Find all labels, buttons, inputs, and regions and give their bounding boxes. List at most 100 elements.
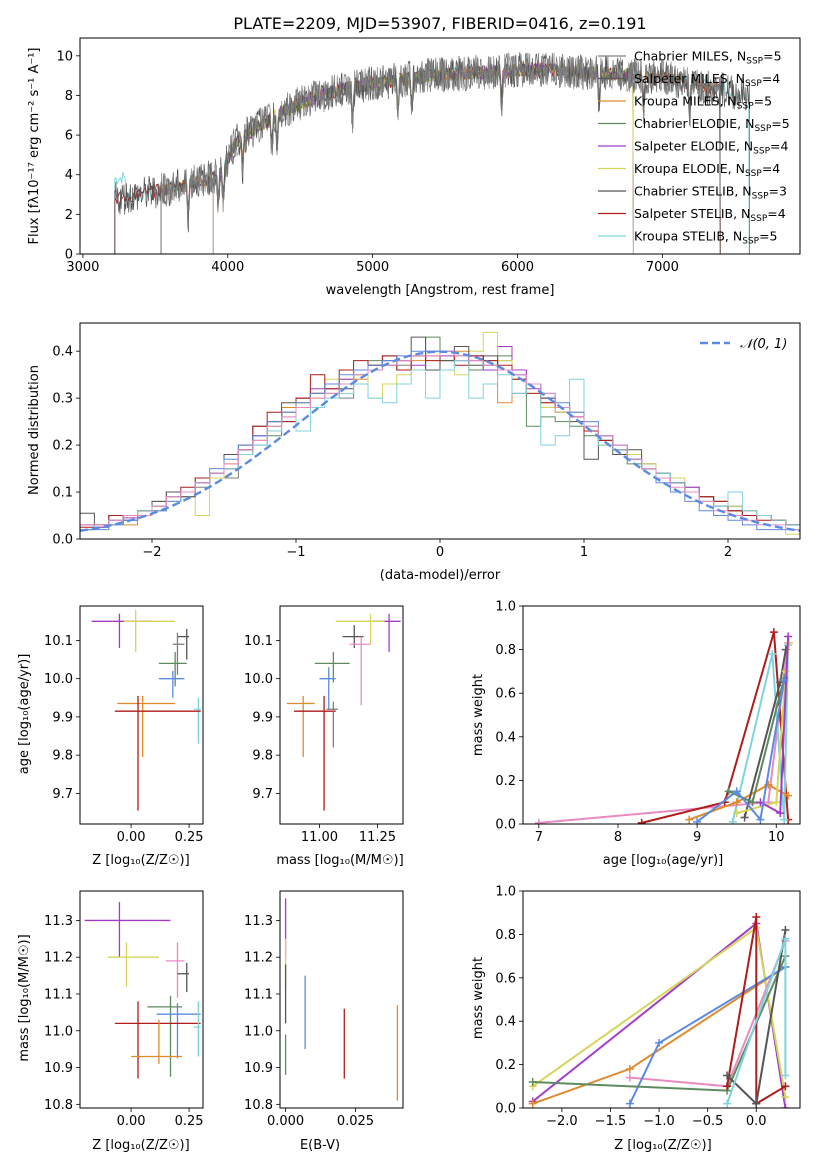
weight-marker <box>781 926 790 935</box>
y-tick-label: 0.0 <box>495 1102 516 1117</box>
x-tick-label: 2 <box>724 545 732 560</box>
x-tick-label: −2 <box>142 545 161 560</box>
y-tick-label: 10.9 <box>244 1061 273 1076</box>
y-tick-label: 9.7 <box>52 787 73 802</box>
x-tick-label: 1 <box>580 545 588 560</box>
x-tick-label: 0.00 <box>117 1114 146 1129</box>
y-tick-label: 11.3 <box>44 914 73 929</box>
y-tick-label: 10.1 <box>244 634 273 649</box>
weight-marker <box>728 817 737 824</box>
legend-subscript: SSP <box>745 169 762 179</box>
weight-marker <box>748 798 757 807</box>
legend-subscript: SSP <box>754 124 771 134</box>
residuals-xlabel: (data-model)/error <box>380 568 501 583</box>
y-tick-label: 0.4 <box>495 730 516 745</box>
y-tick-label: 10 <box>56 49 73 64</box>
legend-value: =4 <box>767 206 785 221</box>
y-tick-label: 10.8 <box>44 1098 73 1113</box>
weight-marker <box>723 1099 732 1108</box>
age-vs-mass-plot-area: 11.00 11.25 9.7 9.8 9.9 10.0 10.1 <box>244 605 404 845</box>
weight-marker <box>781 1093 790 1102</box>
axes-frame <box>279 890 404 1109</box>
mass-weight-vs-age-ylabel: mass weight <box>471 674 486 756</box>
legend-entry: Kroupa ELODIE, NSSP=4 <box>634 161 780 179</box>
mass-vs-metallicity-xlabel: Z [log₁₀(Z/Z☉)] <box>92 1138 189 1153</box>
y-tick-label: 11.3 <box>244 914 273 929</box>
weight-marker <box>781 1082 790 1091</box>
spectrum-legend: Chabrier MILES, NSSP=5 Salpeter MILES, NS… <box>598 49 790 247</box>
y-tick-label: 0.0 <box>495 818 516 833</box>
age-vs-mass-xlabel: mass [log₁₀(M/M☉)] <box>276 853 403 868</box>
mass-vs-reddening-plot-area: 0.000 0.025 10.8 10.9 11.0 11.1 11.2 11.3 <box>244 890 404 1129</box>
weight-marker <box>752 1099 761 1108</box>
weight-marker <box>625 1099 634 1108</box>
spectrum-xlabel: wavelength [Angstrom, rest frame] <box>326 283 555 298</box>
weight-marker <box>723 1071 732 1080</box>
legend-entry: 𝒩(0, 1) <box>740 337 787 352</box>
weight-marker <box>740 813 749 822</box>
weight-marker <box>625 1073 634 1082</box>
y-tick-label: 2 <box>65 208 73 223</box>
legend-value: =4 <box>770 139 788 154</box>
y-tick-label: 9.9 <box>52 710 73 725</box>
mass-vs-metallicity-ylabel: mass [log₁₀(M/M☉)] <box>17 934 32 1061</box>
weight-marker <box>784 632 793 641</box>
age-vs-metallicity-panel: 0.00 0.25 9.7 9.8 9.9 10.0 10.1 Z [log₁₀(Z/Z☉)… <box>17 605 204 868</box>
mass-weight-vs-age-plot-area: 7 8 9 10 0.0 0.2 0.4 0.6 0.8 1.0 <box>495 600 801 845</box>
legend-entry: Salpeter ELODIE, NSSP=4 <box>634 139 789 157</box>
x-tick-label: 0.00 <box>117 830 146 845</box>
legend-value: =5 <box>763 49 781 64</box>
y-tick-label: 0 <box>65 248 73 263</box>
weight-marker <box>772 798 781 807</box>
age-vs-metallicity-ylabel: age [log₁₀(age/yr)] <box>17 654 32 775</box>
axes-frame <box>79 890 204 1109</box>
x-tick-label: 5000 <box>356 260 389 275</box>
weight-marker <box>732 787 741 796</box>
x-tick-label: 7 <box>535 830 543 845</box>
mass-vs-metallicity-plot-area: 0.00 0.25 10.8 10.9 11.0 11.1 11.2 11.3 <box>44 890 204 1129</box>
legend-value: =4 <box>762 71 780 86</box>
normal-curve <box>80 350 800 532</box>
weight-marker <box>769 628 778 637</box>
weight-marker <box>781 1104 790 1108</box>
legend-value: =5 <box>771 116 789 131</box>
y-tick-label: 10.1 <box>44 634 73 649</box>
axes-frame <box>522 890 801 1109</box>
x-tick-label: −2.0 <box>546 1114 578 1129</box>
weight-line <box>731 645 790 823</box>
spectrum-title: PLATE=2209, MJD=53907, FIBERID=0416, z=0… <box>233 14 646 33</box>
x-tick-label: 10 <box>768 830 785 845</box>
weight-marker <box>780 815 789 824</box>
axes-frame <box>522 605 801 825</box>
weight-marker <box>732 798 741 807</box>
y-tick-label: 11.2 <box>244 951 273 966</box>
mass-vs-metallicity-panel: 0.00 0.25 10.8 10.9 11.0 11.1 11.2 11.3 Z [log₁… <box>17 890 204 1153</box>
x-tick-label: 3000 <box>66 260 99 275</box>
y-tick-label: 0.8 <box>495 928 516 943</box>
plot-body <box>114 52 750 254</box>
weight-marker <box>637 818 646 824</box>
y-tick-label: 10.9 <box>44 1061 73 1076</box>
spectrum-panel: PLATE=2209, MJD=53907, FIBERID=0416, z=0… <box>27 14 801 298</box>
weight-marker <box>784 791 793 800</box>
weight-marker <box>685 815 694 824</box>
weight-marker <box>781 934 790 943</box>
weight-marker <box>693 817 702 824</box>
legend-value: =5 <box>754 94 772 109</box>
x-tick-label: 7000 <box>646 260 679 275</box>
plot-body <box>284 898 399 1101</box>
y-tick-label: 0.6 <box>495 687 516 702</box>
y-tick-label: 9.9 <box>252 710 273 725</box>
legend-entry: Chabrier STELIB, NSSP=3 <box>634 184 787 202</box>
weight-line <box>696 679 786 823</box>
y-tick-label: 0.1 <box>52 486 73 501</box>
mass-vs-reddening-panel: 0.000 0.025 10.8 10.9 11.0 11.1 11.2 11.3 E(B-V… <box>244 890 404 1153</box>
y-tick-label: 10.0 <box>44 672 73 687</box>
legend-subscript: SSP <box>752 192 769 202</box>
plot-body <box>80 331 800 539</box>
x-tick-label: −1.0 <box>643 1114 675 1129</box>
y-tick-label: 0.0 <box>52 533 73 548</box>
y-tick-label: 0.4 <box>495 1015 516 1030</box>
axes-frame <box>279 605 404 825</box>
x-tick-label: 0.000 <box>267 1114 304 1129</box>
